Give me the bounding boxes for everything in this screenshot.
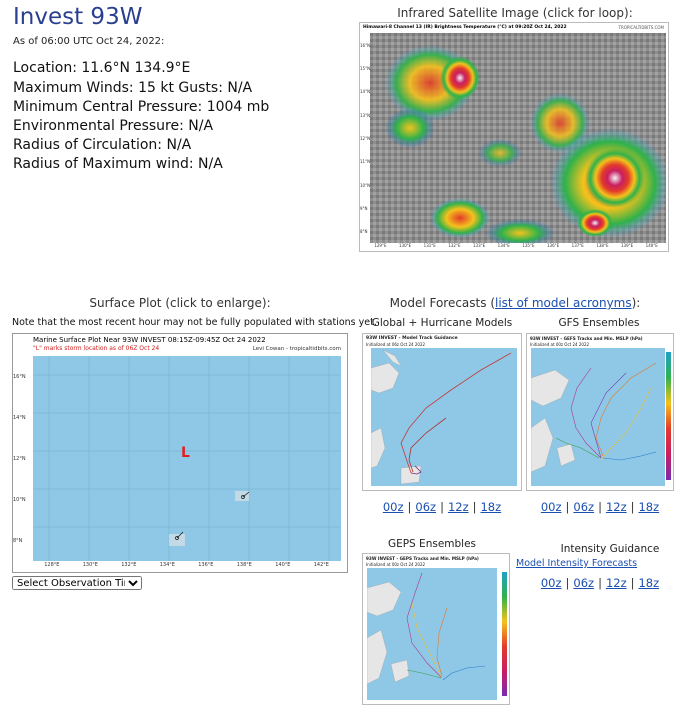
satellite-lat-tick: 11°N xyxy=(360,159,371,165)
satellite-lat-tick: 12°N xyxy=(360,136,371,141)
satellite-lat-tick: 8°N xyxy=(360,229,368,235)
surface-lon-tick: 136°E xyxy=(198,562,214,568)
geps-pressure-colorbar xyxy=(502,572,507,696)
gfs-ensembles-image-sub: Initialized at 00z Oct 24 2022 xyxy=(530,342,590,347)
satellite-lon-tick: 140°E xyxy=(645,243,658,248)
surface-plot-image[interactable]: Marine Surface Plot Near 93W INVEST 08:1… xyxy=(12,333,348,573)
satellite-lat-axis: 16°N 15°N 14°N 13°N 12°N 11°N 10°N 9°N 8°N xyxy=(360,33,370,243)
geps-ensembles-image-title: 93W INVEST - GEPS Tracks and Min. MSLP (… xyxy=(366,556,479,561)
satellite-lon-axis: 129°E 130°E 131°E 132°E 133°E 134°E 135°E 136°E… xyxy=(370,243,666,251)
surface-lon-tick: 142°E xyxy=(313,562,329,568)
model-forecasts-label-prefix: Model Forecasts ( xyxy=(389,296,495,310)
model-acronyms-link[interactable]: list of model acronyms xyxy=(495,296,632,310)
satellite-lon-tick: 131°E xyxy=(423,243,436,248)
gfs-run-00z[interactable]: 00z xyxy=(540,500,562,514)
surface-lat-tick: 10°N xyxy=(13,497,26,503)
gfs-ensembles-title: GFS Ensembles xyxy=(558,317,640,329)
surface-lat-axis: 16°N 14°N 12°N 10°N 8°N xyxy=(13,356,33,561)
storm-radius-max-wind: Radius of Maximum wind: N/A xyxy=(13,156,223,172)
satellite-lat-tick: 13°N xyxy=(360,112,371,118)
surface-lat-tick: 12°N xyxy=(13,456,26,462)
surface-lat-tick: 16°N xyxy=(13,374,26,380)
surface-lon-tick: 134°E xyxy=(159,562,175,568)
model-forecasts-label-suffix: ): xyxy=(631,296,641,310)
surface-plot-note: Note that the most recent hour may not b… xyxy=(12,317,377,328)
surface-lon-axis: 128°E 130°E 132°E 134°E 136°E 138°E 140°E 142°E xyxy=(33,562,341,572)
storm-location-marker: L xyxy=(181,445,190,461)
global-models-image-sub: Initialized at 06z Oct 24 2022 xyxy=(366,342,426,347)
gfs-run-12z[interactable]: 12z xyxy=(605,500,627,514)
intensity-run-06z[interactable]: 06z xyxy=(573,576,595,590)
satellite-image-title: Himawari-8 Channel 13 (IR) Brightness Te… xyxy=(363,25,567,30)
satellite-lat-tick: 16°N xyxy=(360,42,371,48)
gfs-run-06z[interactable]: 06z xyxy=(573,500,595,514)
intensity-run-links: 00z | 06z | 12z | 18z xyxy=(540,576,660,590)
surface-lon-tick: 138°E xyxy=(236,562,252,568)
geps-ensembles-map xyxy=(367,568,497,700)
gfs-ensembles-image[interactable]: 93W INVEST - GEFS Tracks and Min. MSLP (… xyxy=(526,333,674,491)
satellite-lat-tick: 9°N xyxy=(360,206,368,211)
gfs-ensembles-map xyxy=(531,348,665,486)
surface-map xyxy=(33,356,341,561)
global-run-06z[interactable]: 06z xyxy=(415,500,437,514)
satellite-lon-tick: 129°E xyxy=(374,243,387,248)
surface-plot-credit: Levi Cowan - tropicaltidbits.com xyxy=(252,346,341,352)
storm-min-pressure: Minimum Central Pressure: 1004 mb xyxy=(13,99,270,115)
surface-lon-tick: 130°E xyxy=(82,562,98,568)
global-run-00z[interactable]: 00z xyxy=(382,500,404,514)
gfs-ensembles-run-links: 00z | 06z | 12z | 18z xyxy=(540,500,660,514)
satellite-lon-tick: 130°E xyxy=(399,243,412,248)
intensity-run-18z[interactable]: 18z xyxy=(638,576,660,590)
surface-plot-subtitle: "L" marks storm location as of 06Z Oct 2… xyxy=(33,345,160,352)
surface-lon-tick: 128°E xyxy=(44,562,60,568)
intensity-run-00z[interactable]: 00z xyxy=(540,576,562,590)
storm-title: Invest 93W xyxy=(13,4,143,30)
global-models-title: Global + Hurricane Models xyxy=(371,317,513,329)
satellite-lon-tick: 137°E xyxy=(571,243,584,248)
geps-ensembles-title: GEPS Ensembles xyxy=(387,538,477,550)
storm-max-winds: Maximum Winds: 15 kt Gusts: N/A xyxy=(13,80,253,96)
satellite-label: Infrared Satellite Image (click for loop… xyxy=(397,6,633,20)
surface-plot-title: Marine Surface Plot Near 93W INVEST 08:1… xyxy=(33,336,266,344)
satellite-lon-tick: 134°E xyxy=(497,243,510,248)
storm-env-pressure: Environmental Pressure: N/A xyxy=(13,118,214,134)
satellite-lon-tick: 132°E xyxy=(448,243,461,248)
gfs-pressure-colorbar xyxy=(666,352,671,480)
storm-location: Location: 11.6°N 134.9°E xyxy=(13,60,191,76)
surface-lat-tick: 14°N xyxy=(13,415,26,421)
intensity-guidance-title: Intensity Guidance xyxy=(560,543,660,555)
geps-ensembles-image-sub: Initialized at 00z Oct 24 2022 xyxy=(366,562,426,567)
intensity-run-12z[interactable]: 12z xyxy=(605,576,627,590)
surface-lon-tick: 132°E xyxy=(121,562,137,568)
satellite-lon-tick: 135°E xyxy=(522,243,535,248)
satellite-lon-tick: 139°E xyxy=(621,243,634,248)
satellite-image[interactable]: Himawari-8 Channel 13 (IR) Brightness Te… xyxy=(359,22,669,252)
satellite-ir-map xyxy=(370,33,666,243)
satellite-lon-tick: 133°E xyxy=(473,243,486,248)
observation-time-select[interactable]: Select Observation Time... xyxy=(12,576,142,590)
satellite-lon-tick: 138°E xyxy=(596,243,609,248)
as-of-time: As of 06:00 UTC Oct 24, 2022: xyxy=(13,36,165,47)
global-models-image[interactable]: 93W INVEST - Model Track Guidance Initia… xyxy=(362,333,522,491)
intensity-forecasts-link[interactable]: Model Intensity Forecasts xyxy=(516,558,638,569)
global-run-12z[interactable]: 12z xyxy=(447,500,469,514)
global-models-map xyxy=(371,348,517,486)
surface-lon-tick: 140°E xyxy=(275,562,291,568)
satellite-credit: TROPICALTIDBITS.COM xyxy=(618,25,664,30)
global-run-18z[interactable]: 18z xyxy=(480,500,502,514)
surface-plot-label: Surface Plot (click to enlarge): xyxy=(89,296,271,310)
satellite-lat-tick: 14°N xyxy=(360,89,371,95)
gfs-ensembles-image-title: 93W INVEST - GEFS Tracks and Min. MSLP (… xyxy=(530,336,643,341)
storm-radius-circulation: Radius of Circulation: N/A xyxy=(13,137,192,153)
surface-lat-tick: 8°N xyxy=(13,538,23,544)
model-forecasts-label: Model Forecasts (list of model acronyms)… xyxy=(360,296,670,310)
satellite-lon-tick: 136°E xyxy=(547,243,560,248)
geps-ensembles-image[interactable]: 93W INVEST - GEPS Tracks and Min. MSLP (… xyxy=(362,553,510,705)
satellite-lat-tick: 10°N xyxy=(360,182,371,188)
global-models-run-links: 00z | 06z | 12z | 18z xyxy=(382,500,502,514)
satellite-lat-tick: 15°N xyxy=(360,66,371,71)
gfs-run-18z[interactable]: 18z xyxy=(638,500,660,514)
global-models-image-title: 93W INVEST - Model Track Guidance xyxy=(366,336,458,341)
